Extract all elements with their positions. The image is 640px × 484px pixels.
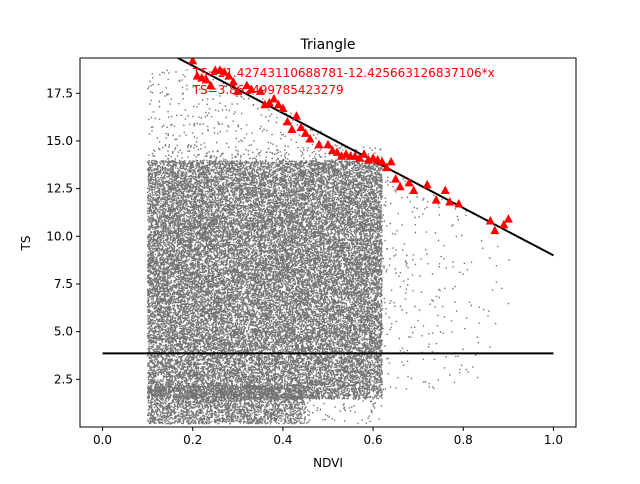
chart-title: Triangle <box>300 37 356 53</box>
x-tick-label: 0.8 <box>454 433 473 447</box>
axes-frame <box>79 57 577 428</box>
y-tick-label: 12.5 <box>46 182 73 196</box>
edge-point-marker <box>445 196 455 206</box>
edge-point-marker <box>305 134 315 143</box>
edge-point-marker <box>296 122 306 132</box>
edge-point-marker <box>188 58 198 65</box>
edge-point-marker <box>499 219 509 229</box>
edge-point-marker <box>359 149 369 158</box>
x-tick-label: 0.4 <box>273 433 292 447</box>
edge-point-marker <box>246 84 256 93</box>
edge-point-marker <box>485 216 495 225</box>
dry-edge-line <box>175 58 554 257</box>
plot-clip-group: TS=21.42743110688781-12.425663126837106*… <box>102 58 554 425</box>
y-tick-label: 15.0 <box>46 134 73 148</box>
edge-point-marker <box>332 147 342 156</box>
edge-point-marker <box>287 124 297 134</box>
edge-point-marker <box>282 116 292 126</box>
plot-area: TS=21.42743110688781-12.425663126837106*… <box>102 58 554 425</box>
y-tick-label: 5.0 <box>54 325 73 339</box>
edge-point-marker <box>454 198 464 208</box>
x-tick-label: 0.6 <box>364 433 383 447</box>
edge-point-marker <box>291 111 301 120</box>
edge-point-marker <box>206 80 216 90</box>
y-tick-label: 17.5 <box>46 86 73 100</box>
edge-point-marker <box>391 174 401 183</box>
edge-point-marker <box>201 74 211 84</box>
y-tick-label: 2.5 <box>54 372 73 386</box>
scatter-cloud <box>146 68 510 425</box>
x-tick-label: 0.2 <box>183 433 202 447</box>
edge-point-marker <box>323 139 333 149</box>
edge-point-marker <box>228 76 238 86</box>
edge-point-marker <box>264 97 274 107</box>
edge-point-marker <box>395 181 405 191</box>
edge-point-marker <box>422 179 432 189</box>
edge-point-marker <box>224 71 234 80</box>
edge-point-marker <box>409 185 419 195</box>
x-tick-label: 0.0 <box>93 433 112 447</box>
edge-point-marker <box>300 128 310 137</box>
edge-point-marker <box>355 153 365 162</box>
edge-point-marker <box>431 195 441 204</box>
edge-point-marker <box>273 99 283 109</box>
edge-point-marker <box>490 225 500 235</box>
dry-edge-equation: TS=21.42743110688781-12.425663126837106*… <box>192 66 495 80</box>
x-tick-label: 1.0 <box>544 433 563 447</box>
x-axis-label: NDVI <box>313 456 343 470</box>
y-tick-label: 7.5 <box>54 277 73 291</box>
edge-point-marker <box>219 67 229 76</box>
edge-point-marker <box>314 139 324 149</box>
edge-point-marker <box>377 156 387 166</box>
y-axis-label: TS <box>19 236 33 252</box>
edge-point-marker <box>503 214 513 223</box>
edge-point-marker <box>269 94 279 103</box>
edge-point-marker <box>440 185 450 195</box>
axes: 0.0 0.2 0.4 0.6 0.8 1.0 2.5 5.0 7.5 10.0 12.5 15.0 1… <box>46 57 577 447</box>
wet-edge-equation: TS=3.862499785423279 <box>192 83 344 97</box>
edge-point-marker <box>382 162 392 172</box>
edge-point-marker <box>404 177 414 187</box>
y-tick-label: 10.0 <box>46 229 73 243</box>
edge-point-marker <box>278 103 288 113</box>
edge-point-marker <box>255 86 265 95</box>
edge-point-marker <box>386 156 396 166</box>
edge-point-marker <box>233 86 243 95</box>
edge-point-marker <box>242 80 252 90</box>
